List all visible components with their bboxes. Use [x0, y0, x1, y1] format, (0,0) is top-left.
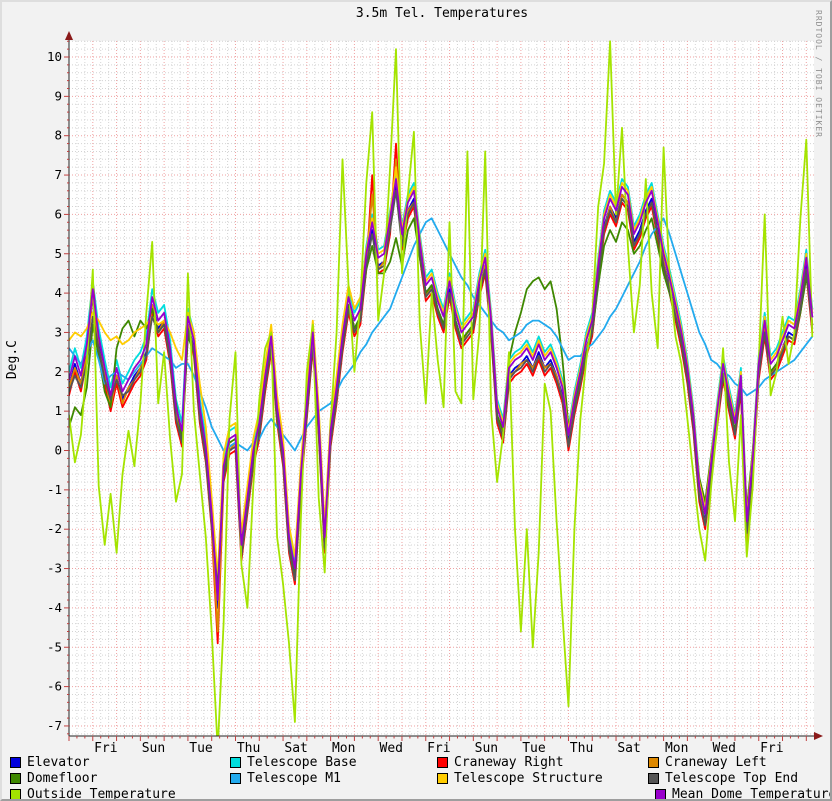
legend-item-telescope-top-end: Telescope Top End — [648, 770, 798, 786]
legend-label: Outside Temperature — [27, 786, 176, 801]
y-axis-label: Deg.C — [5, 340, 20, 380]
legend-item-domefloor: Domefloor — [10, 770, 97, 786]
axes — [68, 38, 817, 737]
x-tick-label: Fri — [94, 741, 117, 756]
chart-title: 3.5m Tel. Temperatures — [355, 6, 529, 21]
y-tick-label: 7 — [54, 167, 62, 182]
y-tick-label: 10 — [47, 49, 62, 64]
y-tick-label: 3 — [54, 324, 62, 339]
y-tick-label: 0 — [54, 443, 62, 458]
x-tick-label: Sun — [142, 741, 165, 756]
y-tick-label: 5 — [54, 246, 62, 261]
legend-swatch — [10, 788, 21, 799]
y-tick-label: 1 — [54, 403, 62, 418]
legend-item-telescope-m1: Telescope M1 — [230, 770, 341, 786]
x-tick-label: Tue — [189, 741, 213, 756]
series-line-telescope-top-end — [69, 189, 814, 590]
series-lines — [69, 40, 814, 736]
y-axis-arrow — [65, 31, 73, 40]
rrdtool-watermark: RRDTOOL / TOBI OETIKER — [814, 10, 823, 138]
x-tick-label: Sat — [284, 741, 307, 756]
x-tick-label: Sat — [617, 741, 640, 756]
legend-swatch — [230, 772, 241, 784]
legend-label: Domefloor — [27, 770, 98, 786]
legend-label: Telescope M1 — [247, 770, 341, 786]
x-tick-label: Mon — [665, 741, 688, 756]
y-tick-label: 9 — [54, 88, 62, 103]
legend-label: Mean Dome Temperature — [672, 786, 832, 801]
y-tick-label: 6 — [54, 206, 62, 221]
x-tick-label: Sun — [475, 741, 498, 756]
y-tick-label: -1 — [47, 482, 62, 497]
legend-swatch — [10, 772, 21, 784]
y-tick-label: 2 — [54, 364, 62, 379]
x-tick-label: Thu — [570, 741, 593, 756]
y-tick-labels: -7 -6 -5 -4 -3 -2 -1 0 1 2 3 4 5 6 7 8 9 10 — [47, 49, 62, 733]
series-line-mean-dome-temperature — [69, 178, 814, 601]
axis-ticks — [64, 40, 807, 741]
legend-swatch — [648, 772, 659, 784]
x-tick-label: Wed — [713, 741, 736, 756]
x-tick-label: Tue — [522, 741, 546, 756]
y-tick-label: -3 — [47, 561, 62, 576]
series-line-outside-temperature — [69, 40, 814, 736]
legend-swatch — [437, 772, 448, 784]
legend-item-outside-temperature: Outside Temperature — [10, 786, 176, 801]
x-tick-label: Fri — [760, 741, 783, 756]
x-tick-label: Mon — [332, 741, 355, 756]
y-tick-label: -4 — [47, 600, 62, 615]
x-tick-labels: Fri Sun Tue Thu Sat Mon Wed Fri Sun Tue Thu Sat Mon W… — [94, 741, 783, 756]
x-tick-label: Wed — [380, 741, 403, 756]
grid-minor — [69, 40, 814, 736]
y-tick-label: 4 — [54, 285, 62, 300]
y-tick-label: -6 — [47, 679, 62, 694]
y-tick-label: 8 — [54, 128, 62, 143]
y-tick-label: -2 — [47, 521, 62, 536]
x-tick-label: Fri — [427, 741, 450, 756]
y-tick-label: -7 — [47, 718, 62, 733]
x-axis-arrow — [814, 732, 823, 740]
legend-item-mean-dome-temperature: Mean Dome Temperature — [655, 786, 832, 801]
legend-swatch — [655, 788, 666, 799]
y-tick-label: -5 — [47, 639, 62, 654]
legend-label: Telescope Structure — [454, 770, 603, 786]
legend-label: Telescope Top End — [665, 770, 799, 786]
x-tick-label: Thu — [237, 741, 260, 756]
temperature-chart: -7 -6 -5 -4 -3 -2 -1 0 1 2 3 4 5 6 7 8 9 10 Fri Sun Tue Thu Sa… — [47, 31, 823, 756]
legend-item-telescope-structure: Telescope Structure — [437, 770, 603, 786]
